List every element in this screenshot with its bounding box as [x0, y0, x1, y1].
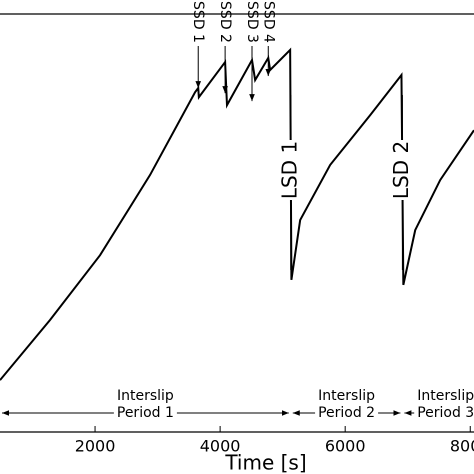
period-bg [414, 405, 474, 421]
ssd-label: SSD 4 [260, 1, 276, 43]
period-bg [113, 405, 177, 421]
lsd-label: LSD 2 [389, 141, 413, 199]
lsd-bg [392, 140, 413, 200]
lsd-label: LSD 1 [277, 141, 301, 199]
period-label: Period 1 [117, 405, 174, 421]
period-label: Interslip [117, 388, 174, 404]
x-tick-label: 2000 [75, 437, 116, 456]
ssd-label: SSD 1 [190, 1, 206, 43]
period-label: Interslip [318, 388, 375, 404]
x-tick-label: 6000 [325, 437, 366, 456]
ssd-label: SSD 2 [217, 1, 233, 43]
period-bg [315, 405, 379, 421]
period-label: Period 3 [417, 405, 474, 421]
period-label: Period 2 [318, 405, 375, 421]
x-tick-label: 8000 [450, 437, 474, 456]
ssd-label: SSD 3 [244, 1, 260, 43]
x-axis-label: Time [s] [224, 451, 306, 474]
period-label: Interslip [417, 388, 474, 404]
lsd-bg [280, 140, 301, 200]
x-tick-label: 4000 [200, 437, 241, 456]
line [0, 47, 474, 381]
